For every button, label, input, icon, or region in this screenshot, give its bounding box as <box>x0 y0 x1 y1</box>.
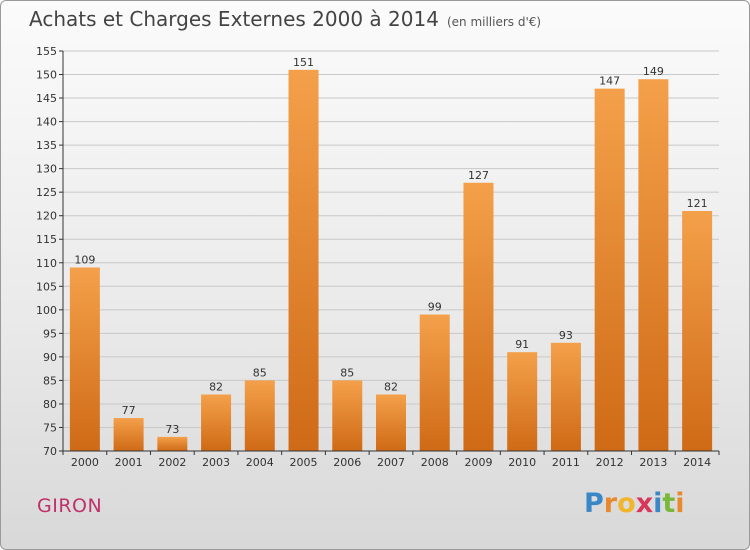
bar <box>463 182 494 451</box>
x-tick-label: 2011 <box>552 456 580 469</box>
bar <box>244 380 275 451</box>
y-tick-label: 70 <box>43 445 57 458</box>
proxiti-logo: Proxiti <box>584 488 685 519</box>
y-tick-label: 130 <box>36 163 57 176</box>
x-tick-label: 2008 <box>421 456 449 469</box>
x-tick-label: 2002 <box>158 456 186 469</box>
x-tick-label: 2005 <box>290 456 318 469</box>
y-tick-label: 135 <box>36 139 57 152</box>
x-tick-label: 2003 <box>202 456 230 469</box>
y-tick-label: 115 <box>36 233 57 246</box>
data-label: 73 <box>165 423 179 436</box>
x-tick-label: 2000 <box>71 456 99 469</box>
data-label: 91 <box>515 338 529 351</box>
y-tick-label: 150 <box>36 69 57 82</box>
x-tick-label: 2012 <box>596 456 624 469</box>
y-tick-label: 100 <box>36 304 57 317</box>
bar <box>594 88 625 451</box>
axes <box>59 50 720 455</box>
chart-subtitle: (en milliers d'€) <box>446 15 542 29</box>
bar <box>69 267 100 451</box>
data-label: 77 <box>122 404 136 417</box>
y-tick-label: 80 <box>43 398 57 411</box>
x-tick-label: 2013 <box>639 456 667 469</box>
y-tick-label: 110 <box>36 257 57 270</box>
bar <box>376 394 406 451</box>
data-label: 85 <box>253 366 267 379</box>
bar <box>113 418 144 451</box>
labels: 70 75 80 85 90 95 100 105 110 115 120 125 130 135 140 1… <box>36 45 711 469</box>
data-label: 93 <box>559 329 573 342</box>
y-tick-label: 105 <box>36 280 57 293</box>
y-tick-label: 125 <box>36 186 57 199</box>
logo-letter: t <box>662 488 676 519</box>
logo-letter: o <box>617 488 636 519</box>
x-tick-label: 2004 <box>246 456 274 469</box>
data-label: 85 <box>340 366 354 379</box>
y-tick-label: 140 <box>36 116 57 129</box>
logo-letter: r <box>603 488 618 519</box>
place-name: GIRON <box>37 495 103 517</box>
data-label: 151 <box>293 56 314 69</box>
y-tick-label: 95 <box>43 327 57 340</box>
x-tick-label: 2009 <box>464 456 492 469</box>
bar <box>682 211 713 451</box>
logo-letter: i <box>675 488 685 519</box>
data-label: 147 <box>599 75 620 88</box>
bar <box>157 436 188 451</box>
y-tick-label: 75 <box>43 421 57 434</box>
x-tick-label: 2007 <box>377 456 405 469</box>
bar <box>288 69 319 451</box>
logo-letter: i <box>653 488 663 519</box>
data-label: 82 <box>384 381 398 394</box>
bars <box>69 69 713 451</box>
data-label: 149 <box>643 65 664 78</box>
bar <box>419 314 450 451</box>
bar <box>638 79 669 451</box>
chart-title-text: Achats et Charges Externes 2000 à 2014 <box>29 7 439 31</box>
x-tick-label: 2006 <box>333 456 361 469</box>
x-tick-label: 2010 <box>508 456 536 469</box>
data-label: 127 <box>468 169 489 182</box>
data-label: 121 <box>687 197 708 210</box>
x-tick-label: 2014 <box>683 456 711 469</box>
chart-title: Achats et Charges Externes 2000 à 2014 (e… <box>29 7 541 31</box>
y-tick-label: 155 <box>36 45 57 58</box>
logo-letter: x <box>635 488 654 519</box>
logo-letter: P <box>584 488 604 519</box>
bar <box>201 394 232 451</box>
y-tick-label: 90 <box>43 351 57 364</box>
bar <box>550 342 581 451</box>
y-tick-label: 85 <box>43 374 57 387</box>
y-tick-label: 120 <box>36 210 57 223</box>
data-label: 99 <box>428 301 442 314</box>
x-tick-label: 2001 <box>115 456 143 469</box>
bar <box>507 352 538 451</box>
data-label: 109 <box>74 253 95 266</box>
data-label: 82 <box>209 381 223 394</box>
bar <box>332 380 363 451</box>
y-tick-label: 145 <box>36 92 57 105</box>
